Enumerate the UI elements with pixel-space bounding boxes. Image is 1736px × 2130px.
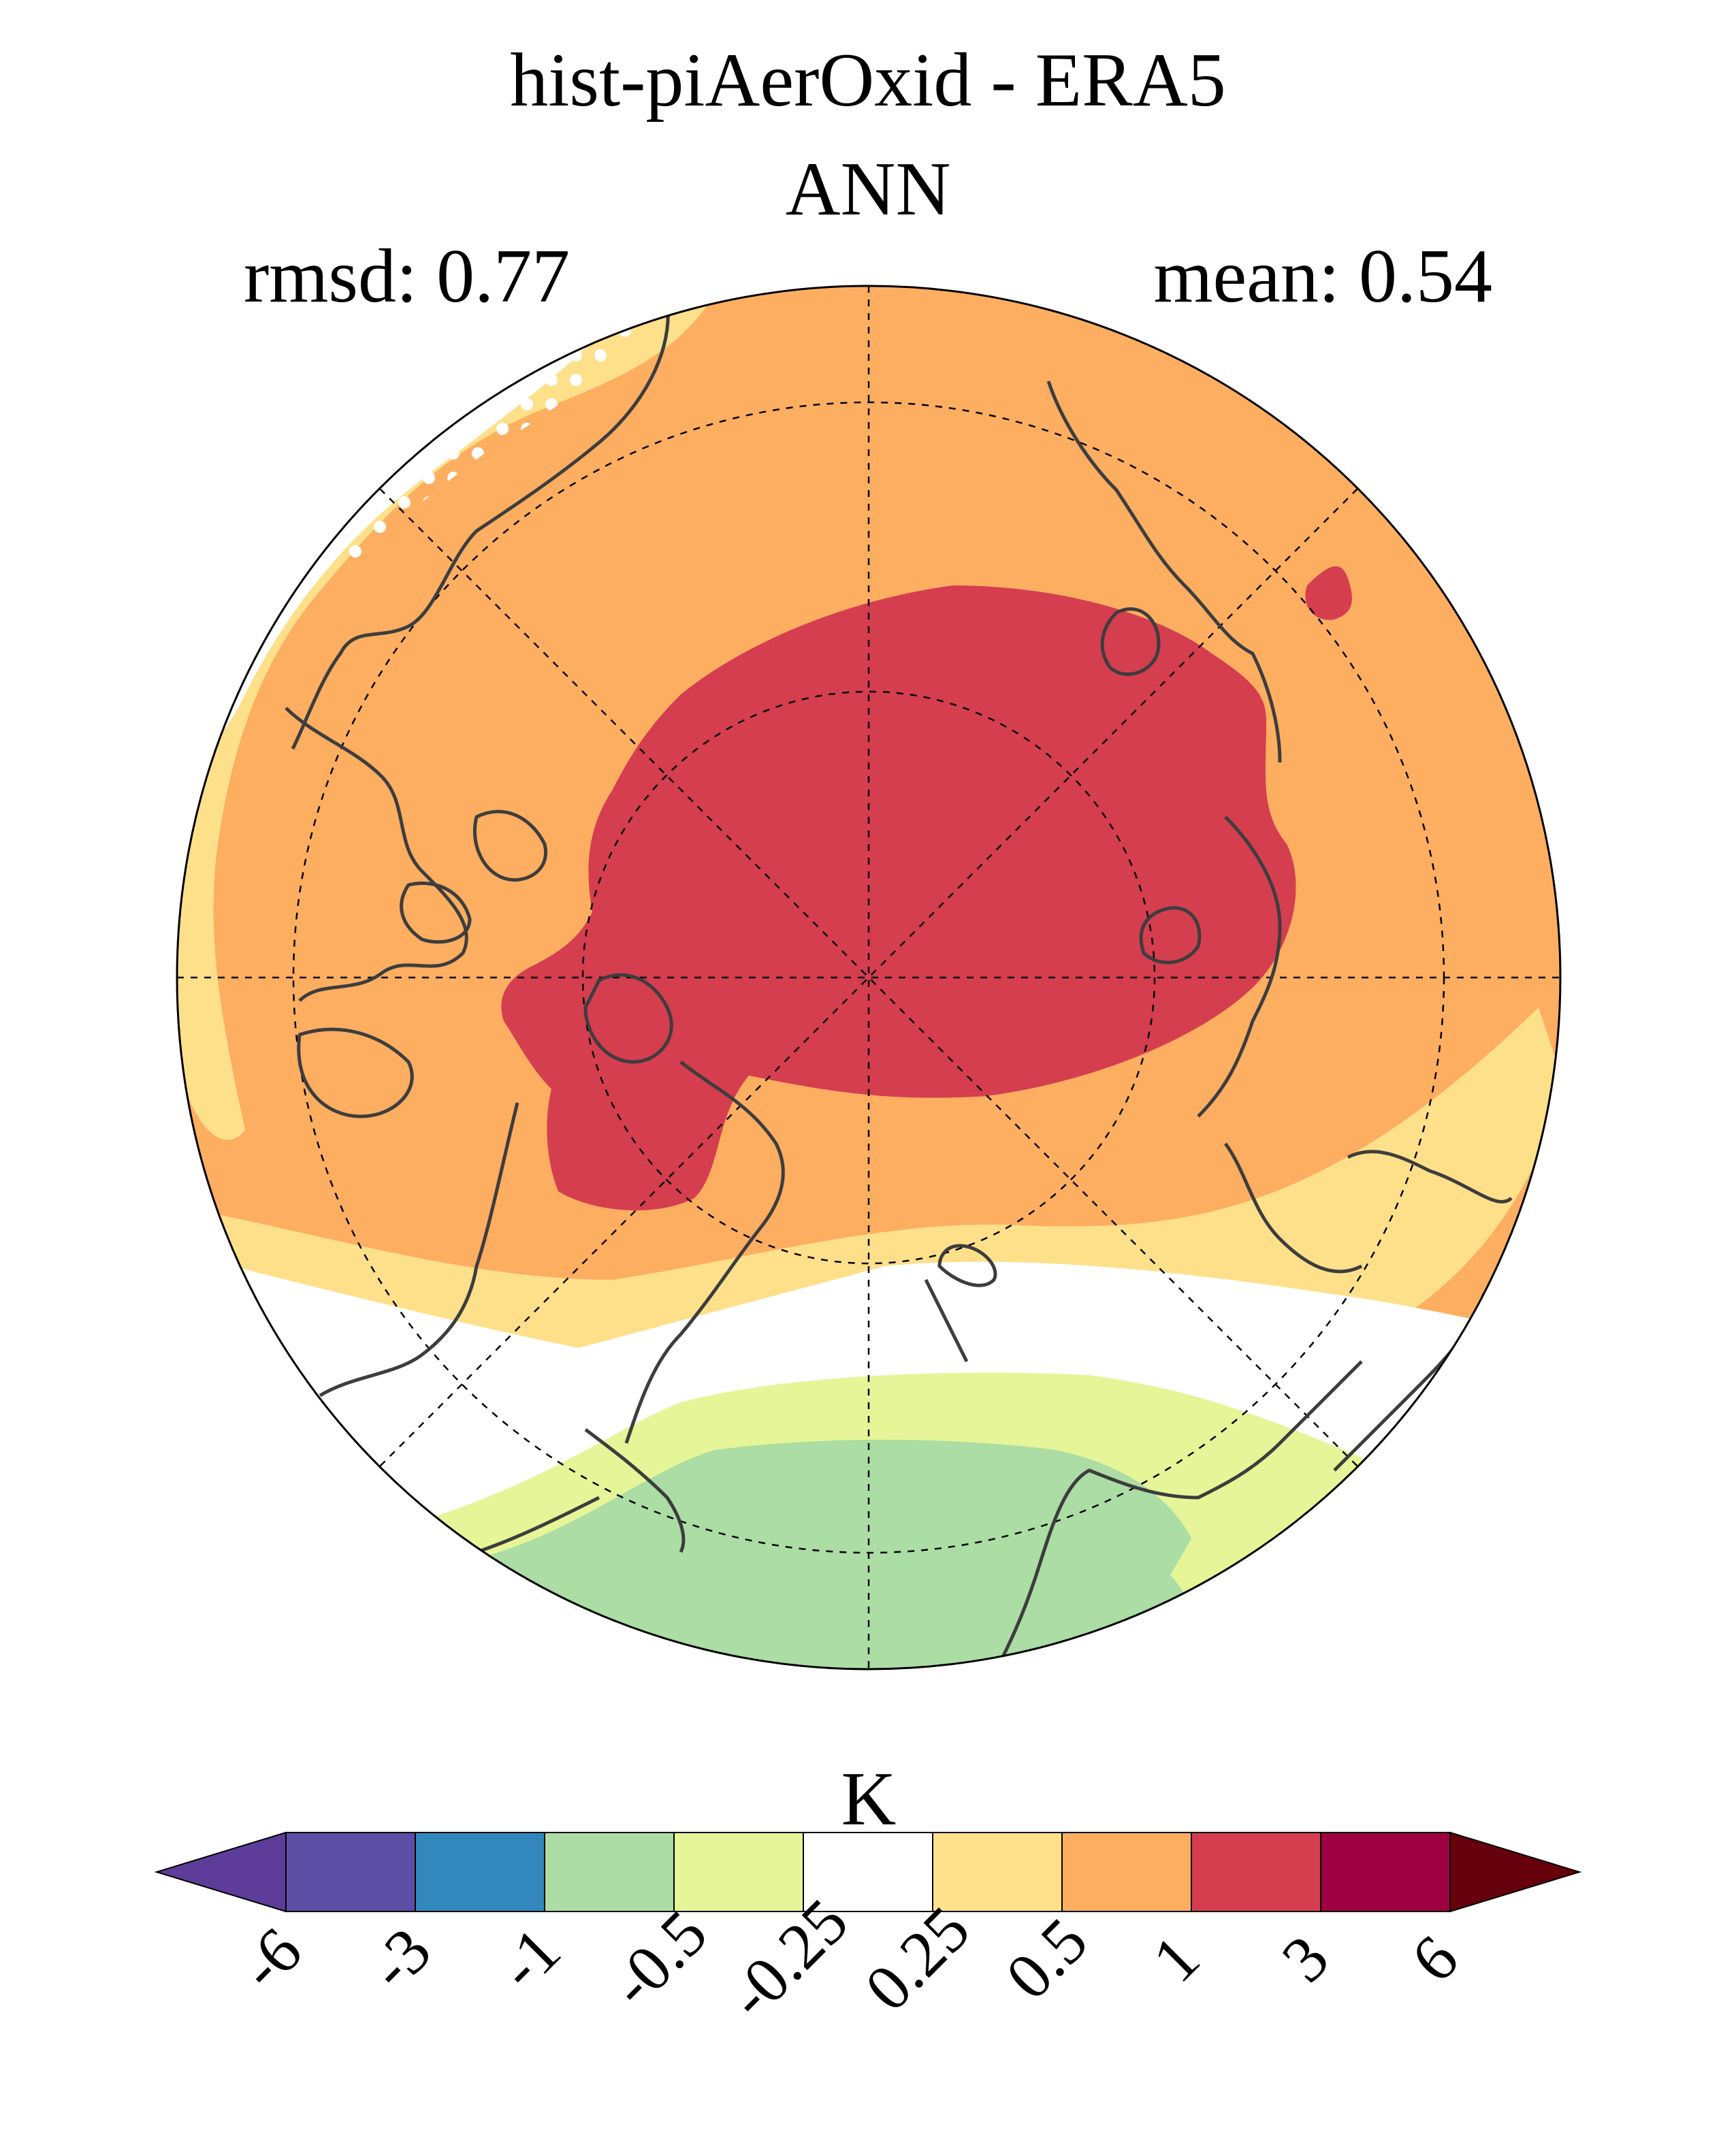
field-1-3-small — [1305, 566, 1352, 620]
colorbar-segment — [932, 1832, 1063, 1912]
colorbar-tick-label: -0.25 — [713, 1884, 861, 2032]
mean-label: mean: 0.54 — [1153, 234, 1492, 319]
colorbar-segment — [803, 1832, 933, 1912]
colorbar-segment — [285, 1832, 416, 1912]
colorbar-segment — [544, 1832, 675, 1912]
colorbar-tick-label: -1 — [484, 1914, 574, 2003]
colorbar-segment — [1320, 1832, 1451, 1912]
polar-map — [176, 285, 1562, 1671]
colorbar-tick-label: 1 — [1138, 1921, 1213, 1996]
plot-title: hist-piAerOxid - ERA5 — [510, 38, 1226, 123]
field-stipple-atlantic — [335, 327, 640, 585]
colorbar-segment — [673, 1832, 804, 1912]
colorbar-tick-label: -3 — [355, 1914, 445, 2003]
colorbar-extend-low — [154, 1831, 287, 1913]
colorbar-unit: K — [841, 1757, 897, 1841]
colorbar-extend-high — [1449, 1831, 1582, 1913]
field-neg1-neg0.5 — [477, 1440, 1191, 1669]
colorbar-tick-label: 3 — [1268, 1921, 1343, 1996]
season-label: ANN — [785, 147, 951, 231]
colorbar-segment — [1061, 1832, 1192, 1912]
colorbar-tick-label: -0.5 — [596, 1896, 720, 2020]
field-1-3-arctic — [501, 585, 1296, 1211]
rmsd-label: rmsd: 0.77 — [244, 234, 570, 319]
colorbar-tick-label: -6 — [225, 1914, 315, 2003]
colorbar-tick-label: 0.25 — [851, 1892, 983, 2024]
colorbar-tick-label: 6 — [1397, 1921, 1472, 1996]
colorbar-tick-label: 0.5 — [992, 1904, 1102, 2014]
colorbar-segment — [1191, 1832, 1321, 1912]
colorbar-segment — [415, 1832, 545, 1912]
